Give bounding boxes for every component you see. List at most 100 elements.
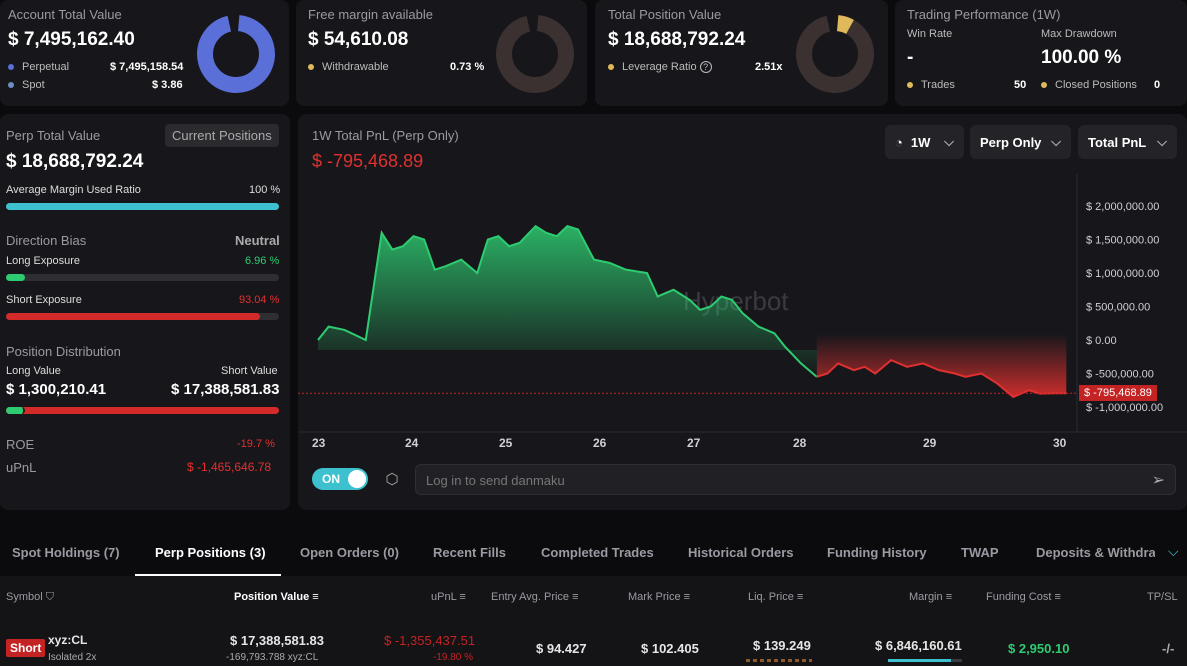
x-tick-label: 27	[687, 436, 701, 450]
long-exposure-bar	[6, 274, 279, 281]
scope-select[interactable]: Perp Only ⌵	[970, 125, 1071, 159]
account-donut-chart	[197, 14, 275, 93]
total-position-title: Total Position Value	[608, 7, 722, 22]
sort-icon: ≡	[572, 591, 579, 603]
x-tick-label: 28	[793, 436, 807, 450]
pnl-line-negative	[816, 358, 1067, 399]
red-area	[816, 334, 1067, 397]
direction-bias-label: Direction Bias	[6, 233, 87, 248]
perpetual-value: $ 7,495,158.54	[110, 61, 184, 73]
short-value-label: Short Value	[221, 365, 278, 377]
toggle-knob	[348, 470, 366, 488]
free-margin-title: Free margin available	[308, 7, 434, 22]
total-position-value: $ 18,688,792.24	[608, 29, 746, 50]
margin-bar	[888, 659, 962, 662]
withdrawable-dot	[308, 64, 314, 71]
chevron-down-icon: ⌵	[1157, 134, 1167, 149]
perpetual-label: Perpetual	[8, 61, 69, 73]
active-tab-indicator	[135, 574, 281, 576]
row-position-size: -169,793.788 xyz:CL	[226, 652, 319, 663]
trades-dot	[907, 82, 913, 89]
y-tick-label: $ 2,000,000.00	[1086, 201, 1159, 213]
col-upnl[interactable]: uPnL ≡	[431, 591, 466, 603]
col-margin[interactable]: Margin ≡	[909, 591, 953, 603]
tab-twap[interactable]: TWAP	[961, 545, 999, 560]
short-exposure-label: Short Exposure	[6, 294, 82, 306]
withdrawable-value: 0.73 %	[450, 61, 485, 73]
closed-positions-value: 0	[1154, 79, 1161, 91]
distribution-long-fill	[6, 407, 26, 414]
danmaku-toggle[interactable]: ON	[312, 468, 368, 490]
col-funding-cost[interactable]: Funding Cost ≡	[986, 591, 1061, 603]
tab-completed-trades[interactable]: Completed Trades	[541, 545, 654, 560]
help-icon[interactable]: ?	[699, 61, 712, 73]
y-tick-label: $ 0.00	[1086, 335, 1117, 347]
tab-recent-fills[interactable]: Recent Fills	[433, 545, 506, 560]
short-exposure-value: 93.04 %	[239, 294, 280, 306]
send-icon[interactable]: ➢	[1151, 472, 1165, 489]
y-tick-label: $ 500,000.00	[1086, 302, 1150, 314]
total-position-donut-chart	[796, 14, 874, 93]
x-tick-label: 24	[405, 436, 419, 450]
account-total-card: Account Total Value $ 7,495,162.40 Perpe…	[0, 0, 289, 106]
col-mark-price[interactable]: Mark Price ≡	[628, 591, 691, 603]
long-exposure-label: Long Exposure	[6, 255, 80, 267]
sort-icon: ≡	[945, 591, 953, 603]
tabs-expand-icon[interactable]: ⌵	[1168, 543, 1179, 559]
sort-icon: ≡	[683, 591, 691, 603]
roe-label: ROE	[6, 437, 35, 452]
row-tpsl[interactable]: -/-	[1162, 641, 1175, 656]
settings-icon[interactable]: ⬡	[385, 471, 399, 488]
col-entry-price[interactable]: Entry Avg. Price ≡	[491, 591, 579, 603]
row-mark: $ 102.405	[641, 641, 699, 656]
period-select[interactable]: ◔ 1W ⌵	[885, 125, 964, 159]
x-tick-label: 30	[1053, 436, 1067, 450]
trades-value: 50	[1014, 79, 1027, 91]
x-tick-label: 25	[499, 436, 513, 450]
free-margin-value: $ 54,610.08	[308, 29, 409, 50]
win-rate-value: -	[907, 47, 914, 68]
sort-icon: ≡	[459, 591, 466, 603]
row-upnl: $ -1,355,437.51	[384, 633, 476, 648]
tab-spot-holdings[interactable]: Spot Holdings (7)	[12, 545, 120, 560]
col-symbol[interactable]: Symbol ⛉	[6, 591, 54, 603]
sort-icon: ≡	[1054, 591, 1061, 603]
tab-open-orders[interactable]: Open Orders (0)	[300, 545, 399, 560]
long-exposure-value: 6.96 %	[245, 255, 280, 267]
trades-label: Trades	[907, 79, 955, 91]
margin-ratio-value: 100 %	[249, 184, 281, 196]
tab-deposits-withdraw[interactable]: Deposits & Withdraw	[1036, 545, 1155, 560]
y-tick-label: $ 1,500,000.00	[1086, 235, 1159, 247]
short-value: $ 17,388,581.83	[171, 381, 280, 398]
leverage-dot	[608, 64, 614, 71]
x-tick-label: 29	[923, 436, 937, 450]
danmaku-input[interactable]: Log in to send danmaku ➢	[415, 464, 1176, 495]
spot-value: $ 3.86	[152, 79, 183, 91]
y-tick-label: $ -500,000.00	[1086, 369, 1154, 381]
distribution-bar	[6, 407, 279, 414]
green-area	[318, 226, 817, 377]
pnl-chart-panel: 1W Total PnL (Perp Only) $ -795,468.89 ◔…	[298, 114, 1187, 510]
tab-historical-orders[interactable]: Historical Orders	[688, 545, 794, 560]
row-funding: $ 2,950.10	[1008, 641, 1070, 656]
tab-funding-history[interactable]: Funding History	[827, 545, 927, 560]
pnl-line-positive	[317, 224, 818, 378]
account-total-title: Account Total Value	[8, 7, 122, 22]
row-upnl-pct: -19.80 %	[433, 652, 474, 663]
upnl-label: uPnL	[6, 460, 37, 475]
tab-perp-positions[interactable]: Perp Positions (3)	[155, 545, 266, 560]
metric-select[interactable]: Total PnL ⌵	[1078, 125, 1177, 159]
row-entry: $ 94.427	[536, 641, 587, 656]
col-position-value[interactable]: Position Value ≡	[234, 591, 319, 603]
max-drawdown-value: 100.00 %	[1041, 47, 1122, 68]
leverage-label: Leverage Ratio ?	[608, 61, 712, 73]
long-value: $ 1,300,210.41	[6, 381, 107, 398]
row-symbol[interactable]: xyz:CL	[48, 633, 88, 647]
free-margin-card: Free margin available $ 54,610.08 Withdr…	[296, 0, 587, 106]
margin-ratio-bar	[6, 203, 279, 210]
filter-icon[interactable]: ⛉	[45, 591, 54, 603]
pnl-area-chart: Hyperbot $ 2,000,000.00$ 1,500,000.00$ 1…	[298, 174, 1187, 450]
col-liq-price[interactable]: Liq. Price ≡	[748, 591, 804, 603]
current-positions-button[interactable]: Current Positions	[165, 124, 279, 147]
position-distribution-label: Position Distribution	[6, 344, 121, 359]
